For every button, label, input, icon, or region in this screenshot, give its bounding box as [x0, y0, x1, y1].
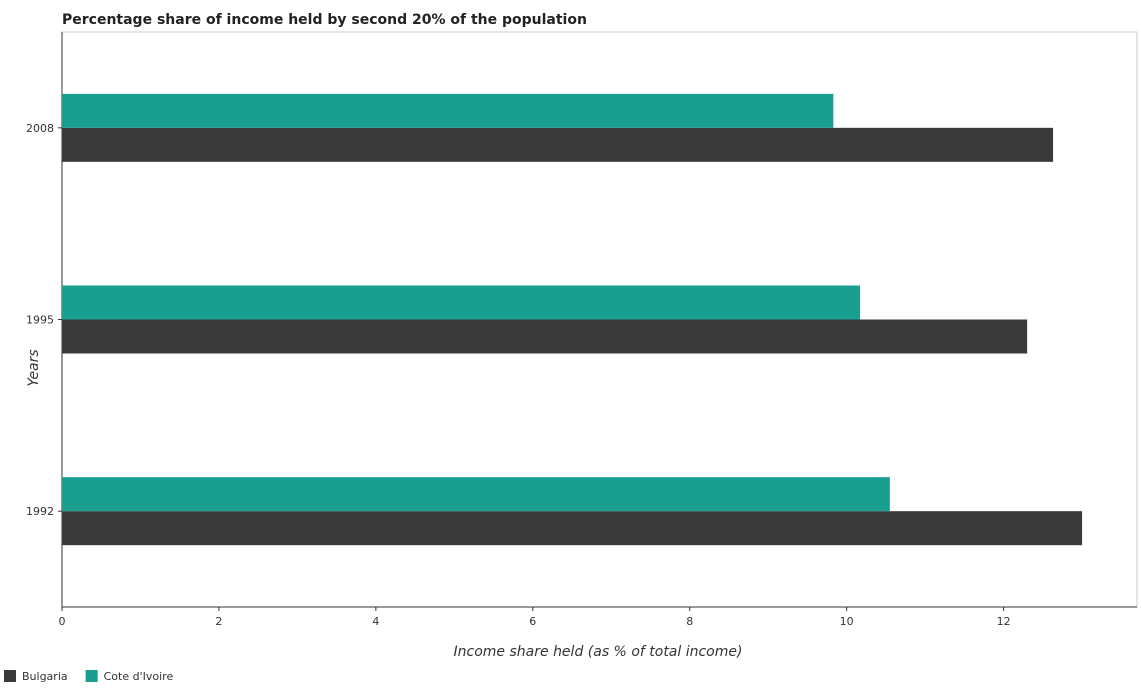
chart-title: Percentage share of income held by secon…	[62, 12, 587, 28]
legend-label-bulgaria: Bulgaria	[22, 670, 68, 683]
x-tick-label-8: 8	[686, 615, 693, 628]
plot-area	[61, 31, 1138, 608]
bar-cote-d-ivoire-1992	[62, 477, 890, 512]
y-tick-labels: 1992 1995 2008	[26, 122, 62, 518]
y-axis-label: Years	[26, 349, 42, 386]
legend: Bulgaria Cote d'Ivoire	[4, 670, 173, 683]
bar-cote-d-ivoire-1995	[62, 285, 861, 320]
bar-bulgaria-2008	[62, 127, 1054, 162]
x-tick-label-4: 4	[372, 615, 379, 628]
y-tick-label-1995: 1995	[26, 314, 54, 327]
x-tick-label-10: 10	[840, 615, 854, 628]
x-tick-label-0: 0	[59, 615, 66, 628]
x-tick-labels: 0 2 4 6 8 10 12	[59, 607, 1011, 628]
y-tick-label-2008: 2008	[26, 122, 54, 135]
bar-bulgaria-1995	[62, 319, 1028, 354]
legend-label-cote-d-ivoire: Cote d'Ivoire	[104, 670, 174, 683]
legend-swatch-bulgaria	[4, 670, 16, 682]
bar-cote-d-ivoire-2008	[62, 93, 834, 128]
x-axis-label: Income share held (as % of total income)	[454, 644, 743, 660]
x-tick-label-6: 6	[529, 615, 536, 628]
x-tick-label-2: 2	[215, 615, 222, 628]
x-tick-label-12: 12	[997, 615, 1011, 628]
y-tick-label-1992: 1992	[26, 505, 54, 518]
legend-swatch-cote-d-ivoire	[85, 670, 98, 682]
bar-bulgaria-1992	[62, 511, 1083, 546]
